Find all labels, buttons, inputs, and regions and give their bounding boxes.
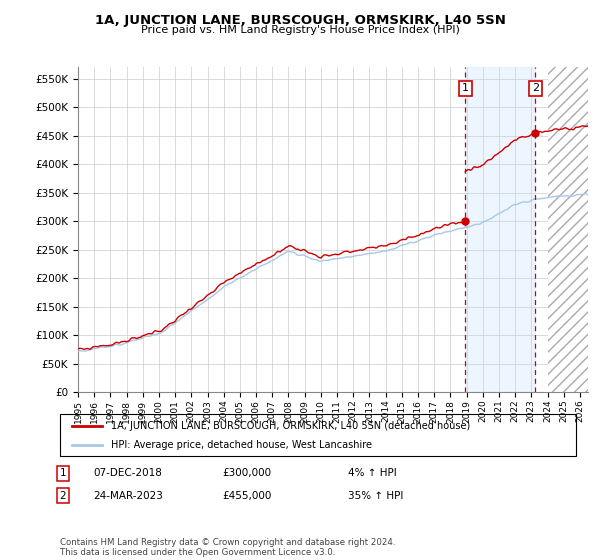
Text: 2: 2 <box>59 491 67 501</box>
Text: 1A, JUNCTION LANE, BURSCOUGH, ORMSKIRK, L40 5SN (detached house): 1A, JUNCTION LANE, BURSCOUGH, ORMSKIRK, … <box>111 421 470 431</box>
Text: Contains HM Land Registry data © Crown copyright and database right 2024.
This d: Contains HM Land Registry data © Crown c… <box>60 538 395 557</box>
Bar <box>548 67 588 392</box>
Text: 1: 1 <box>59 468 67 478</box>
Text: 4% ↑ HPI: 4% ↑ HPI <box>348 468 397 478</box>
Text: £455,000: £455,000 <box>222 491 271 501</box>
Text: 2: 2 <box>532 83 539 94</box>
Text: 1: 1 <box>462 83 469 94</box>
Text: £300,000: £300,000 <box>222 468 271 478</box>
Text: 35% ↑ HPI: 35% ↑ HPI <box>348 491 403 501</box>
Text: Price paid vs. HM Land Registry's House Price Index (HPI): Price paid vs. HM Land Registry's House … <box>140 25 460 35</box>
Text: 1A, JUNCTION LANE, BURSCOUGH, ORMSKIRK, L40 5SN: 1A, JUNCTION LANE, BURSCOUGH, ORMSKIRK, … <box>95 14 505 27</box>
Bar <box>465 67 535 392</box>
Text: 07-DEC-2018: 07-DEC-2018 <box>93 468 162 478</box>
Text: HPI: Average price, detached house, West Lancashire: HPI: Average price, detached house, West… <box>111 440 372 450</box>
Text: 24-MAR-2023: 24-MAR-2023 <box>93 491 163 501</box>
